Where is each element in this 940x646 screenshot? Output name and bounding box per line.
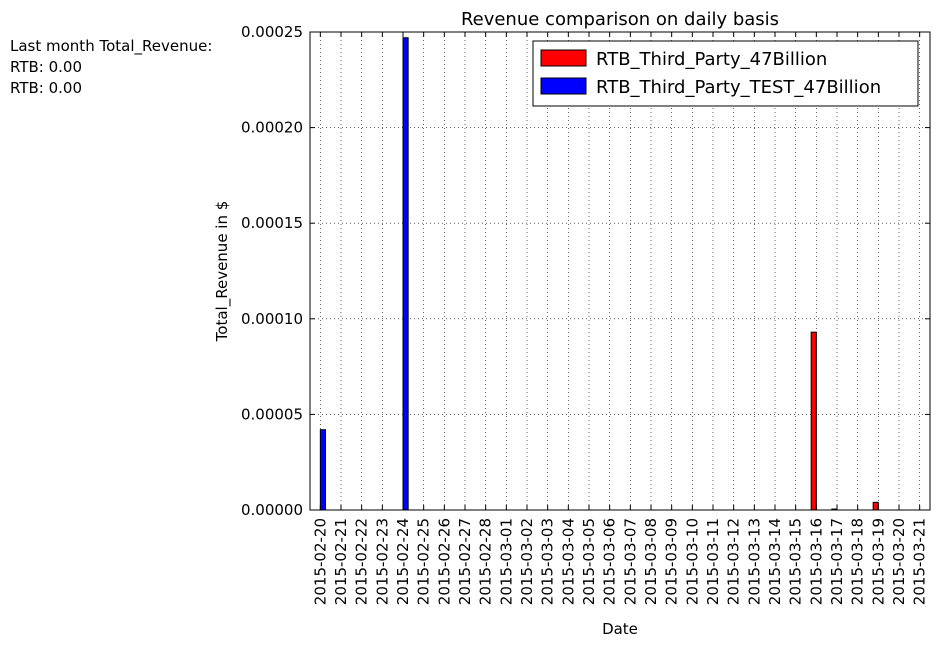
x-tick-label: 2015-03-19 (869, 518, 887, 605)
legend-swatch (540, 49, 587, 67)
x-tick-label: 2015-02-22 (353, 518, 371, 605)
x-tick-label: 2015-02-25 (415, 518, 433, 605)
x-tick-label: 2015-02-20 (311, 518, 329, 605)
y-tick-label: 0.00015 (241, 214, 303, 232)
grid-lines (310, 32, 930, 510)
x-axis-label: Date (602, 620, 638, 638)
chart-title: Revenue comparison on daily basis (461, 9, 779, 30)
x-tick-label: 2015-03-11 (704, 518, 722, 605)
x-tick-label: 2015-03-01 (497, 518, 515, 605)
bar-rtb-third-party-2015-03-16 (810, 331, 817, 511)
x-tick-label: 2015-03-18 (849, 518, 867, 605)
x-tick-label: 2015-03-06 (601, 518, 619, 605)
x-tick-label: 2015-03-05 (580, 518, 598, 605)
x-tick-label: 2015-03-03 (539, 518, 557, 605)
y-axis-label: Total_Revenue in $ (213, 201, 232, 343)
y-tick-label: 0.00020 (241, 119, 303, 137)
bar-rtb-third-party-2015-03-19 (872, 501, 879, 511)
x-tick-label: 2015-03-14 (766, 518, 784, 605)
x-tick-label: 2015-02-26 (435, 518, 453, 605)
y-tick-label: 0.00000 (241, 501, 303, 519)
legend-label: RTB_Third_Party_47Billion (596, 49, 827, 70)
legend-box (532, 40, 919, 107)
plot-frame (309, 31, 931, 511)
y-tick-label: 0.00010 (241, 310, 303, 328)
x-tick-label: 2015-03-16 (807, 518, 825, 605)
x-tick-label: 2015-02-28 (477, 518, 495, 605)
y-tick-label: 0.00005 (241, 405, 303, 423)
y-axis-ticks: 0.00000 0.00005 0.00010 0.00015 0.00020 0.000… (241, 23, 930, 519)
x-tick-label: 2015-03-15 (787, 518, 805, 605)
x-tick-label: 2015-03-12 (725, 518, 743, 605)
x-tick-label: 2015-02-21 (332, 518, 350, 605)
x-tick-label: 2015-02-24 (394, 518, 412, 605)
x-axis-ticks: 2015-02-20 2015-02-21 2015-02-22 2015-02-23… (311, 32, 929, 605)
y-tick-label: 0.00025 (241, 23, 303, 41)
x-tick-label: 2015-03-07 (621, 518, 639, 605)
bar-rtb-third-party-test-2015-02-24 (402, 37, 409, 511)
bars-group (319, 37, 879, 511)
x-tick-label: 2015-03-09 (663, 518, 681, 605)
legend-label: RTB_Third_Party_TEST_47Billion (596, 77, 881, 98)
x-tick-label: 2015-03-10 (683, 518, 701, 605)
summary-heading: Last month Total_Revenue: (10, 37, 213, 55)
x-tick-label: 2015-02-23 (373, 518, 391, 605)
revenue-summary-note: Last month Total_Revenue: RTB: 0.00 RTB:… (10, 36, 212, 99)
legend: RTB_Third_Party_47Billion RTB_Third_Party… (532, 40, 919, 107)
x-tick-label: 2015-03-13 (745, 518, 763, 605)
x-tick-label: 2015-03-04 (559, 518, 577, 605)
x-tick-label: 2015-03-02 (518, 518, 536, 605)
x-tick-label: 2015-03-17 (828, 518, 846, 605)
x-tick-label: 2015-03-21 (911, 518, 929, 605)
x-tick-label: 2015-02-27 (456, 518, 474, 605)
x-tick-label: 2015-03-08 (642, 518, 660, 605)
summary-rtb-line-2: RTB: 0.00 (10, 79, 83, 97)
legend-swatch (540, 77, 587, 95)
bar-rtb-third-party-test-2015-02-20 (319, 429, 327, 511)
x-tick-label: 2015-03-20 (890, 518, 908, 605)
summary-rtb-line-1: RTB: 0.00 (10, 58, 83, 76)
